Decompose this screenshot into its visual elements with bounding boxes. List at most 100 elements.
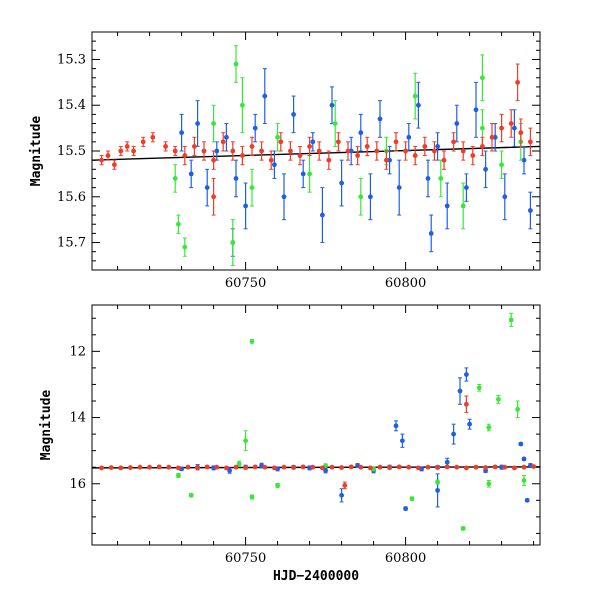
data-point-red [348,464,354,470]
data-point-red [156,464,162,470]
data-point-red [512,465,517,471]
y-tick-label: 15.4 [57,98,86,113]
data-point-blue [435,473,440,508]
series-red [99,395,536,490]
data-point-blue [368,173,373,221]
data-point-green [409,496,415,502]
data-point-blue [451,423,456,445]
data-point-blue [323,467,328,474]
data-point-red [240,145,245,166]
data-point-red [211,150,217,170]
data-point-red [233,464,239,470]
data-point-red [214,464,220,470]
data-point-red [336,132,341,152]
data-point-green [412,72,418,120]
data-point-red [172,145,178,157]
data-point-blue [467,418,472,430]
data-point-green [249,339,255,344]
data-point-red [176,465,181,471]
data-point-red [387,465,392,470]
data-point-red [345,141,351,161]
data-point-red [508,109,514,138]
data-point-blue [320,187,325,244]
data-point-green [521,474,527,486]
data-point-red [99,465,104,471]
top-y-axis-title: Magnitude [29,116,44,187]
data-point-blue [524,497,530,503]
data-point-red [278,132,284,152]
data-point-red [435,465,440,470]
data-point-blue [473,81,479,138]
data-point-red [291,465,296,470]
data-point-green [508,312,514,328]
data-point-red [201,141,207,161]
data-point-blue [444,182,450,230]
data-point-red [342,481,348,490]
data-point-blue [310,132,316,152]
data-point-blue [195,100,201,147]
data-point-red [192,136,197,157]
data-point-green [243,430,249,452]
data-point-blue [464,173,469,202]
x-axis-title: HJD−2400000 [273,569,359,584]
data-point-green [435,479,440,485]
data-point-red [489,123,495,152]
data-point-red [268,150,274,170]
data-point-red [460,141,466,161]
data-point-green [499,150,504,179]
data-point-blue [521,145,527,175]
data-point-red [316,141,322,161]
data-point-red [211,177,217,216]
data-point-green [460,526,466,531]
data-point-red [464,465,469,471]
data-point-red [297,145,303,166]
data-point-red [329,464,335,470]
y-tick-label: 14 [69,411,86,426]
data-point-red [374,141,380,161]
data-point-blue [252,113,258,143]
data-point-green [358,177,364,216]
data-point-blue [262,68,268,125]
data-point-red [451,132,456,152]
data-point-red [150,132,156,143]
x-tick-label: 60800 [385,551,426,566]
data-point-red [127,465,133,470]
data-point-red [108,465,114,470]
series-blue [179,68,533,257]
data-point-green [230,219,236,266]
x-tick-label: 60750 [225,551,266,566]
data-point-red [224,465,229,471]
y-tick-label: 15.7 [57,236,86,251]
data-point-green [480,54,485,102]
data-point-green [460,182,466,230]
data-point-red [300,464,306,470]
data-point-red [432,141,437,161]
data-point-red [137,464,143,470]
data-point-red [384,150,389,170]
bottom-panel-ticks: 60750 60800 12 14 16 [69,305,540,566]
data-point-red [259,141,264,161]
data-point-blue [528,191,533,230]
data-point-green [515,400,520,419]
data-point-red [243,465,249,470]
data-point-blue [403,506,408,511]
data-point-red [492,464,498,470]
data-point-red [147,464,153,470]
data-point-blue [179,113,185,152]
data-point-red [403,141,408,161]
series-red [99,63,533,216]
data-point-green [438,159,444,198]
data-point-blue [188,159,194,189]
data-point-red [441,150,447,170]
data-point-red [288,141,293,161]
data-point-red [499,113,504,143]
x-tick-label: 60800 [385,276,426,291]
data-point-blue [502,173,508,221]
y-tick-label: 15.6 [57,190,86,205]
data-point-green [182,237,188,257]
top-panel: 60750 60800 15.3 15.4 15.5 15.6 15.7 Magnitude [29,31,541,291]
data-point-red [326,150,332,170]
data-point-blue [358,113,364,152]
top-plot-area [92,45,540,266]
